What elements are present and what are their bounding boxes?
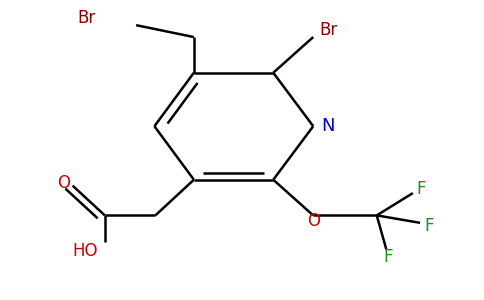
Text: HO: HO [73, 242, 98, 260]
Text: F: F [383, 248, 393, 266]
Text: N: N [321, 117, 335, 135]
Text: Br: Br [319, 21, 337, 39]
Text: Br: Br [77, 9, 95, 27]
Text: O: O [58, 174, 71, 192]
Text: F: F [425, 217, 434, 235]
Text: O: O [307, 212, 320, 230]
Text: F: F [416, 180, 426, 198]
